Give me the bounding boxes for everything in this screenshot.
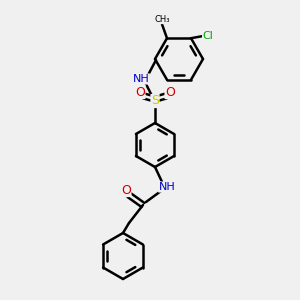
Text: O: O	[165, 85, 175, 98]
Text: S: S	[151, 94, 159, 107]
Text: O: O	[121, 184, 131, 196]
Text: NH: NH	[159, 182, 176, 192]
Text: O: O	[135, 85, 145, 98]
Text: NH: NH	[133, 74, 149, 84]
Text: Cl: Cl	[202, 31, 213, 41]
Text: CH₃: CH₃	[154, 15, 170, 24]
